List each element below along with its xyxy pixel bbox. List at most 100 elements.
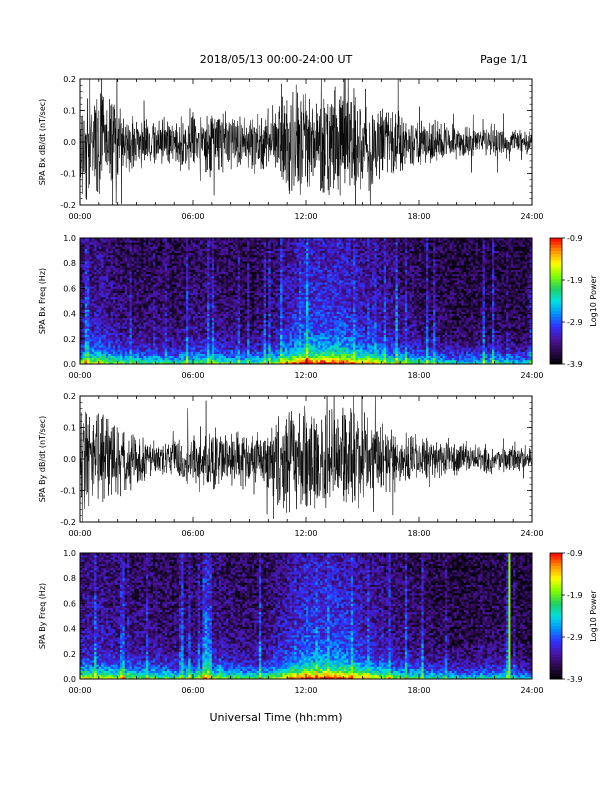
spectrogram-cell xyxy=(150,301,154,304)
spectrogram-cell xyxy=(256,313,260,317)
spectrogram-cell xyxy=(256,343,260,346)
spectrogram-cell xyxy=(124,254,128,258)
spectrogram-cell xyxy=(145,292,149,296)
spectrogram-cell xyxy=(265,277,269,281)
spectrogram-cell xyxy=(200,273,203,277)
spectrogram-cell xyxy=(202,305,206,308)
spectrogram-cell xyxy=(244,280,248,283)
spectrogram-cell xyxy=(108,317,111,321)
spectrogram-cell xyxy=(209,252,213,256)
spectrogram-cell xyxy=(263,332,267,335)
spectrogram-cell xyxy=(115,254,119,258)
spectrogram-cell xyxy=(84,271,88,275)
spectrogram-cell xyxy=(251,250,255,254)
spectrogram-cell xyxy=(249,269,253,272)
spectrogram-cell xyxy=(240,361,243,364)
spectrogram-cell xyxy=(134,296,137,300)
spectrogram-cell xyxy=(230,330,234,333)
spectrogram-cell xyxy=(141,280,144,283)
spectrogram-cell xyxy=(127,261,130,264)
spectrogram-cell xyxy=(171,355,175,359)
spectrogram-cell xyxy=(237,305,241,308)
spectrogram-cell xyxy=(129,330,133,333)
spectrogram-cell xyxy=(89,330,93,333)
spectrogram-cell xyxy=(202,322,206,325)
spectrogram-cell xyxy=(131,317,135,321)
spectrogram-cell xyxy=(230,307,234,310)
spectrogram-cell xyxy=(190,288,194,291)
spectrogram-cell xyxy=(150,286,154,289)
spectrogram-cell xyxy=(240,357,243,361)
spectrogram-cell xyxy=(228,345,232,348)
spectrogram-cell xyxy=(249,254,253,258)
spectrogram-cell xyxy=(251,252,255,256)
spectrogram-cell xyxy=(115,294,119,298)
spectrogram-cell xyxy=(127,307,130,310)
spectrogram-cell xyxy=(157,319,161,323)
spectrogram-cell xyxy=(211,254,215,258)
spectrogram-cell xyxy=(261,275,265,279)
spectrogram-cell xyxy=(122,250,126,254)
spectrogram-cell xyxy=(96,252,100,256)
spectrogram-cell xyxy=(223,301,227,304)
spectrogram-cell xyxy=(157,303,161,306)
spectrogram-cell xyxy=(209,353,213,356)
spectrogram-cell xyxy=(249,326,253,329)
spectrogram-cell xyxy=(94,326,97,329)
spectrogram-cell xyxy=(108,259,111,262)
spectrogram-cell xyxy=(108,309,111,312)
spectrogram-cell xyxy=(87,263,90,266)
spectrogram-cell xyxy=(150,359,154,363)
spectrogram-cell xyxy=(122,261,126,264)
spectrogram-cell xyxy=(160,301,163,304)
spectrogram-cell xyxy=(242,294,246,298)
spectrogram-cell xyxy=(225,330,229,333)
spectrogram-cell xyxy=(134,294,137,298)
spectrogram-cell xyxy=(178,294,182,298)
x-tick-label: 00:00 xyxy=(68,212,91,221)
spectrogram-cell xyxy=(120,284,123,287)
spectrogram-cell xyxy=(122,275,126,279)
spectrogram-cell xyxy=(164,361,168,364)
spectrogram-cell xyxy=(258,296,262,300)
spectrogram-cell xyxy=(115,275,119,279)
spectrogram-cell xyxy=(136,271,140,275)
spectrogram-cell xyxy=(136,269,140,272)
spectrogram-cell xyxy=(127,256,130,260)
spectrogram-cell xyxy=(233,296,236,300)
spectrogram-cell xyxy=(258,250,262,254)
spectrogram-cell xyxy=(145,357,149,361)
spectrogram-cell xyxy=(225,317,229,321)
spectrogram-cell xyxy=(143,267,147,270)
spectrogram-cell xyxy=(214,357,217,361)
spectrogram-cell xyxy=(103,313,107,317)
spectrogram-cell xyxy=(242,269,246,272)
spectrogram-cell xyxy=(200,267,203,270)
spectrogram-cell xyxy=(178,288,182,291)
spectrogram-cell xyxy=(143,259,147,262)
spectrogram-cell xyxy=(249,271,253,275)
spectrogram-cell xyxy=(162,311,166,314)
spectrogram-cell xyxy=(185,305,189,308)
spectrogram-cell xyxy=(138,267,142,270)
spectrogram-cell xyxy=(129,303,133,306)
spectrogram-cell xyxy=(183,265,187,268)
spectrogram-cell xyxy=(110,269,114,272)
spectrogram-cell xyxy=(148,282,152,285)
spectrogram-cell xyxy=(270,332,274,335)
spectrogram-cell xyxy=(110,280,114,283)
spectrogram-cell xyxy=(209,301,213,304)
spectrogram-cell xyxy=(202,298,206,302)
spectrogram-cell xyxy=(221,290,224,293)
spectrogram-cell xyxy=(108,353,111,356)
spectrogram-cell xyxy=(136,240,140,243)
spectrogram-cell xyxy=(247,265,250,268)
spectrogram-cell xyxy=(202,355,206,359)
spectrogram-cell xyxy=(176,330,180,333)
spectrogram-cell xyxy=(211,330,215,333)
spectrogram-cell xyxy=(98,277,102,281)
spectrogram-cell xyxy=(214,261,217,264)
spectrogram-cell xyxy=(256,347,260,350)
spectrogram-cell xyxy=(150,330,154,333)
spectrogram-cell xyxy=(223,273,227,277)
